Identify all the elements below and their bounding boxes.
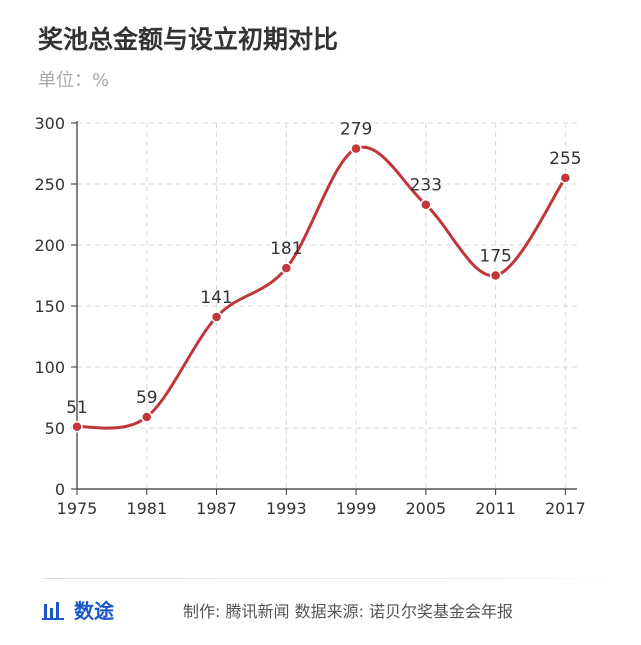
grid-layer xyxy=(76,122,577,489)
label-layer: 51 59 141 181 279 233 175 255 xyxy=(66,120,581,418)
y-tick-label: 150 xyxy=(34,297,65,316)
point-layer xyxy=(71,142,572,433)
line-layer xyxy=(75,145,567,430)
data-point xyxy=(71,421,83,433)
bar-chart-icon xyxy=(42,601,64,620)
data-label: 279 xyxy=(340,120,372,140)
footer-divider xyxy=(42,578,608,579)
x-tick-label: 2017 xyxy=(545,499,586,518)
y-tick-label: 50 xyxy=(45,419,65,438)
data-point xyxy=(420,198,432,211)
chart-unit-label: 单位：% xyxy=(38,70,110,91)
brand-name: 数途 xyxy=(74,599,114,623)
x-tick-label: 1975 xyxy=(57,499,98,518)
series-line xyxy=(75,145,567,430)
source-credit: 制作: 腾讯新闻 数据来源: 诺贝尔奖基金会年报 xyxy=(183,602,514,621)
data-label: 51 xyxy=(66,398,88,418)
y-tick-label: 0 xyxy=(55,480,65,499)
y-tick-label: 200 xyxy=(34,236,65,255)
line-chart: 0 50 100 150 200 250 300 1975 1981 1987 1993 1999 20… xyxy=(34,114,585,518)
x-tick-label: 1999 xyxy=(336,499,377,518)
data-point xyxy=(141,411,153,423)
x-tick-label: 1987 xyxy=(196,499,237,518)
data-point xyxy=(489,269,502,282)
x-tick-label: 1981 xyxy=(126,499,167,518)
axis-layer: 0 50 100 150 200 250 300 1975 1981 1987 1993 1999 20… xyxy=(34,114,585,518)
y-tick-label: 250 xyxy=(34,175,65,194)
x-tick-label: 2011 xyxy=(475,499,516,518)
data-point xyxy=(559,172,572,184)
brand-logo[interactable]: 数途 xyxy=(42,595,114,624)
data-label: 175 xyxy=(479,247,511,267)
x-tick-label: 1993 xyxy=(266,499,307,518)
data-point xyxy=(350,142,362,155)
chart-title: 奖池总金额与设立初期对比 xyxy=(38,25,339,54)
x-tick-label: 2005 xyxy=(405,499,446,518)
data-label: 141 xyxy=(200,288,232,308)
data-label: 59 xyxy=(136,388,158,408)
data-point xyxy=(210,311,223,323)
data-label: 233 xyxy=(410,176,442,196)
data-point xyxy=(280,262,293,274)
data-label: 181 xyxy=(270,239,302,259)
y-tick-label: 100 xyxy=(34,358,65,377)
data-label: 255 xyxy=(549,149,581,169)
y-tick-label: 300 xyxy=(34,114,65,133)
